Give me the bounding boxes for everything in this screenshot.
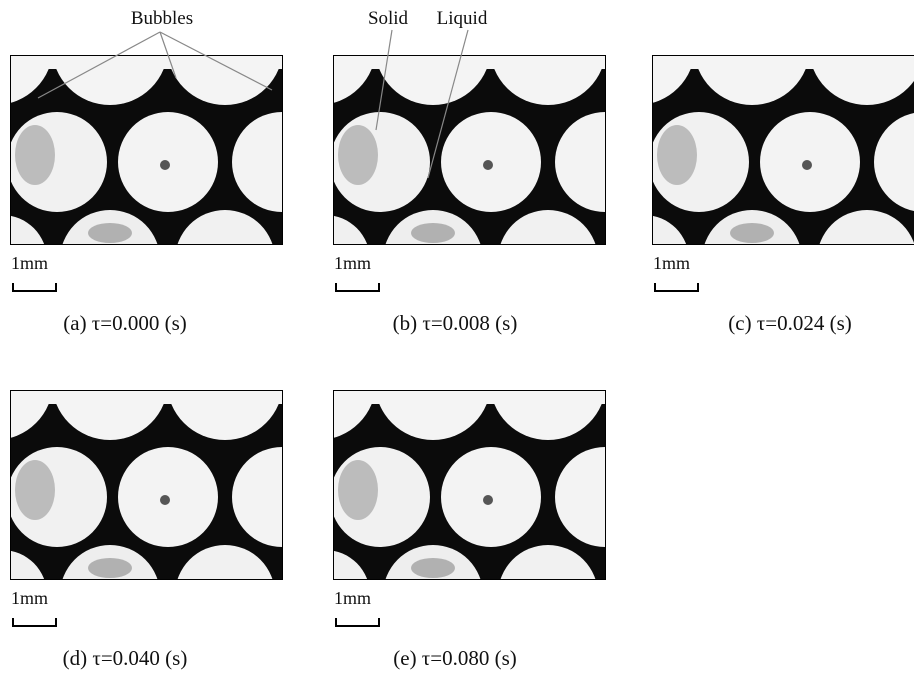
- scale-label: 1mm: [334, 588, 371, 608]
- panel: 1mm (c) τ=0.024 (s): [579, 0, 914, 335]
- scale-label: 1mm: [11, 253, 48, 273]
- caption: (c) τ=0.024 (s): [728, 311, 852, 335]
- liquid-label: Liquid: [437, 8, 488, 29]
- scale-label: 1mm: [334, 253, 371, 273]
- scale-bar: [13, 283, 56, 291]
- caption: (d) τ=0.040 (s): [63, 646, 188, 670]
- scale-bar: [336, 283, 379, 291]
- caption: (a) τ=0.000 (s): [63, 311, 187, 335]
- figure: 1mm (a) τ=0.000 (s) 1mm (b) τ=0.008 (s) 1mm (…: [0, 0, 914, 680]
- scale-label: 1mm: [11, 588, 48, 608]
- scale-bar: [336, 618, 379, 626]
- photograph: [260, 0, 721, 310]
- caption: (b) τ=0.008 (s): [393, 311, 518, 335]
- panel: 1mm (b) τ=0.008 (s): [260, 0, 721, 335]
- caption: (e) τ=0.080 (s): [393, 646, 517, 670]
- scale-bar: [655, 283, 698, 291]
- scale-bar: [13, 618, 56, 626]
- photograph: [260, 324, 721, 645]
- photograph: [579, 0, 914, 310]
- bubbles-label: Bubbles: [131, 8, 193, 29]
- scale-label: 1mm: [653, 253, 690, 273]
- panel: 1mm (e) τ=0.080 (s): [260, 324, 721, 670]
- solid-label: Solid: [368, 8, 409, 29]
- panels: 1mm (a) τ=0.000 (s) 1mm (b) τ=0.008 (s) 1mm (…: [0, 0, 914, 670]
